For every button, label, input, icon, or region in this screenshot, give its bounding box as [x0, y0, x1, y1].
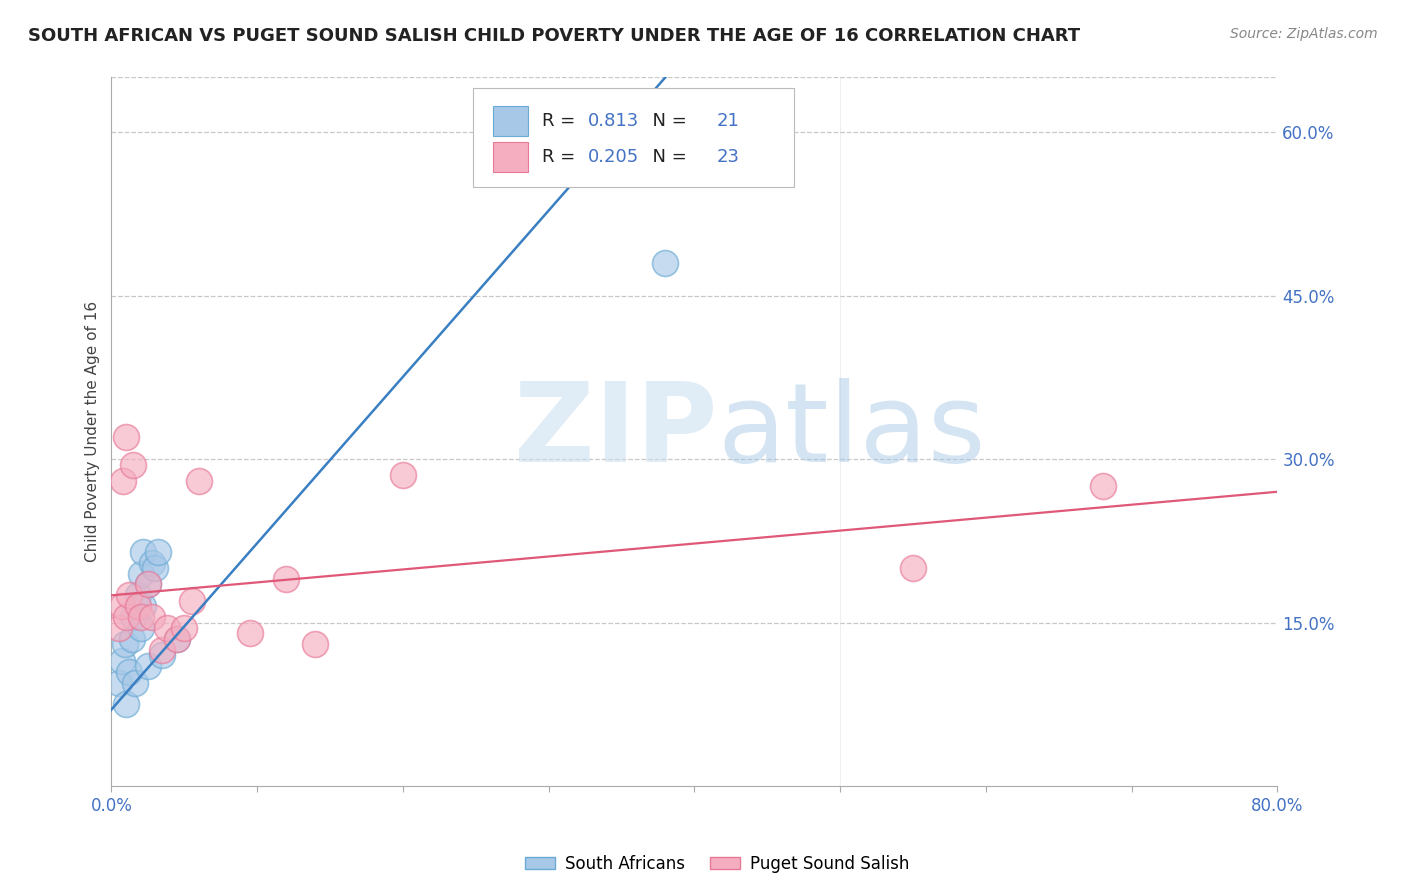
Point [112, 474, 135, 488]
Text: ZIP: ZIP [515, 378, 717, 485]
Text: R =: R = [541, 148, 581, 166]
Point [110, 599, 132, 614]
Text: 21: 21 [717, 112, 740, 130]
Point [115, 430, 138, 444]
Text: atlas: atlas [717, 378, 986, 485]
Point [392, 468, 415, 483]
Point [276, 572, 298, 586]
Point [156, 621, 179, 635]
Point [127, 588, 149, 602]
Point [136, 577, 159, 591]
Point [239, 626, 262, 640]
Point [122, 458, 145, 472]
Point [114, 637, 136, 651]
Point [115, 698, 138, 712]
Point [141, 610, 163, 624]
Point [146, 545, 169, 559]
Text: N =: N = [641, 112, 692, 130]
FancyBboxPatch shape [472, 88, 793, 187]
Point [187, 474, 209, 488]
Point [136, 577, 159, 591]
Point [132, 545, 155, 559]
Text: Source: ZipAtlas.com: Source: ZipAtlas.com [1230, 27, 1378, 41]
Point [110, 654, 132, 668]
Point [136, 659, 159, 673]
Text: N =: N = [641, 148, 692, 166]
Point [180, 594, 202, 608]
Point [173, 621, 195, 635]
Point [118, 665, 141, 679]
FancyBboxPatch shape [492, 142, 527, 171]
FancyBboxPatch shape [492, 106, 527, 136]
Point [166, 632, 188, 646]
Point [152, 643, 174, 657]
Point [129, 621, 152, 635]
Point [304, 637, 326, 651]
Point [121, 632, 143, 646]
Point [901, 561, 924, 575]
Point [654, 256, 676, 270]
Point [1091, 479, 1114, 493]
Text: 0.205: 0.205 [588, 148, 640, 166]
Point [132, 599, 155, 614]
Point [141, 556, 163, 570]
Point [127, 599, 149, 614]
Point [122, 610, 145, 624]
Point [166, 632, 188, 646]
Text: R =: R = [541, 112, 581, 130]
Y-axis label: Child Poverty Under the Age of 16: Child Poverty Under the Age of 16 [86, 301, 100, 562]
Point [107, 621, 129, 635]
Point [129, 566, 152, 581]
Text: SOUTH AFRICAN VS PUGET SOUND SALISH CHILD POVERTY UNDER THE AGE OF 16 CORRELATIO: SOUTH AFRICAN VS PUGET SOUND SALISH CHIL… [28, 27, 1080, 45]
Legend: South Africans, Puget Sound Salish: South Africans, Puget Sound Salish [519, 848, 915, 880]
Point [124, 675, 146, 690]
Point [115, 610, 138, 624]
Text: 23: 23 [717, 148, 740, 166]
Text: 0.813: 0.813 [588, 112, 640, 130]
Point [118, 588, 141, 602]
Point [129, 610, 152, 624]
Point [143, 561, 166, 575]
Point [152, 648, 174, 663]
Point [107, 675, 129, 690]
